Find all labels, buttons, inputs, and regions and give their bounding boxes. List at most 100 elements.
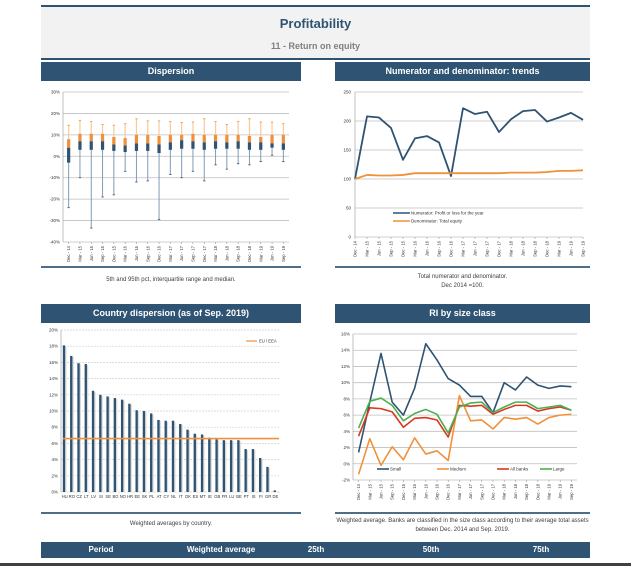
table-header: Period Weighted average 25th 50th 75th — [41, 542, 590, 558]
x-tick-label: Sep - 18 — [524, 483, 529, 500]
bar-shadow — [122, 400, 125, 492]
box-lower — [168, 142, 172, 150]
country-caption: Weighted averages by country. — [129, 521, 213, 527]
box-upper — [180, 134, 184, 141]
bar-shadow — [231, 441, 234, 492]
x-tick-label: IS — [252, 494, 256, 499]
bar-shadow — [144, 412, 147, 492]
bar-shadow — [194, 434, 198, 492]
size-panel: RI by size class -2% 0% 2% 4% 6% 8% 10% 12% 14% 1… — [335, 304, 590, 534]
x-tick-label: Dec - 14 — [356, 483, 361, 499]
x-tick-label: Mar - 16 — [412, 483, 417, 499]
y-tick-label: 0 — [348, 235, 351, 240]
x-tick-label: PT — [244, 494, 250, 499]
bar-shadow — [173, 421, 176, 492]
x-tick-label: CZ — [76, 494, 82, 499]
divider — [335, 512, 590, 514]
x-tick-label: Dec - 17 — [202, 245, 207, 261]
x-tick-label: Mar - 18 — [213, 245, 218, 261]
y-tick-label: -2% — [342, 478, 350, 483]
bar-LV — [91, 390, 95, 492]
x-tick-label: Jun - 16 — [423, 483, 428, 499]
box-lower — [191, 141, 195, 149]
bar-MT — [200, 434, 204, 492]
y-tick-label: 8% — [343, 396, 350, 401]
box-upper — [157, 135, 161, 145]
legend-label: Numerator: Profit or loss for the year — [411, 211, 484, 216]
box-upper — [100, 133, 105, 142]
box-upper — [236, 134, 240, 142]
x-tick-label: MT — [200, 494, 206, 499]
box-upper — [281, 134, 285, 144]
bar-shadow — [267, 467, 270, 492]
y-tick-label: 14% — [341, 348, 350, 353]
x-tick-label: Sep - 16 — [145, 245, 150, 262]
bar-shadow — [100, 395, 103, 492]
bar-NO — [120, 399, 124, 492]
box-upper — [247, 135, 252, 143]
x-tick-label: Jun - 17 — [473, 240, 478, 256]
box-upper — [67, 139, 71, 148]
bar-shadow — [253, 450, 256, 492]
dispersion-chart: 30% 20% 10% 0% -10% -20% -30% -40% Dec - 14 Mar -… — [49, 90, 289, 262]
x-tick-label: DE — [272, 494, 278, 499]
bar-shadow — [209, 438, 212, 492]
y-tick-label: 150 — [343, 148, 351, 153]
x-tick-label: Mar - 16 — [413, 240, 418, 256]
x-tick-label: Sep - 18 — [236, 245, 241, 262]
dispersion-panel: Dispersion 30% 20% 10% 0% -10% -20% -30% -40% De… — [41, 62, 301, 292]
x-tick-label: Mar - 15 — [365, 240, 370, 256]
x-tick-label: Dec - 18 — [535, 483, 540, 499]
x-tick-label: Dec - 14 — [353, 240, 358, 256]
x-tick-label: Dec - 15 — [401, 240, 406, 256]
box-lower — [270, 143, 274, 148]
box-upper — [123, 138, 127, 146]
box-lower — [146, 143, 150, 151]
page-subtitle: 11 - Return on equity — [270, 41, 360, 51]
bar-EE — [135, 410, 138, 492]
x-tick-label: Mar - 15 — [367, 483, 372, 499]
y-tick-label: -20% — [49, 197, 60, 202]
x-tick-label: FR — [222, 494, 228, 499]
y-tick-label: 6% — [51, 441, 58, 446]
size-chart: -2% 0% 2% 4% 6% 8% 10% 12% 14% 16% Small Medium All … — [341, 332, 577, 500]
box-lower — [89, 141, 93, 150]
box-upper — [134, 134, 139, 144]
x-tick-label: BG — [112, 494, 118, 499]
bar-shadow — [223, 441, 227, 492]
x-tick-label: GB — [214, 494, 220, 499]
bar-BG — [113, 398, 117, 492]
size-caption-2: between Dec. 2014 and Sep. 2019. — [415, 527, 510, 533]
x-tick-label: SE — [105, 494, 111, 499]
bar-shadow — [107, 397, 111, 492]
box-lower — [134, 143, 139, 151]
bar-FR — [222, 440, 226, 492]
box-lower — [100, 141, 105, 150]
box-lower — [236, 141, 240, 149]
page-title: Profitability — [279, 16, 352, 31]
box-lower — [78, 141, 82, 150]
x-tick-label: Dec - 16 — [446, 483, 451, 499]
x-tick-label: LU — [229, 494, 234, 499]
bar-LU — [229, 440, 233, 492]
bar-shadow — [64, 346, 67, 492]
x-tick-label: Jun - 16 — [134, 245, 139, 261]
x-tick-label: Dec - 18 — [545, 240, 550, 256]
x-tick-label: CY — [163, 494, 169, 499]
x-tick-label: Jun - 19 — [270, 245, 275, 261]
bar-BE — [237, 440, 240, 492]
country-chart: 0% 2% 4% 6% 8% 10% 12% 14% 16% 18% 20% HU RO CZ LT LV SI… — [49, 328, 279, 499]
y-tick-label: 4% — [51, 457, 58, 462]
box-lower — [123, 145, 127, 152]
box-upper — [270, 134, 274, 144]
legend-label: Denominator: Total equity — [411, 219, 463, 224]
bar-shadow — [78, 364, 81, 492]
bar-SK — [142, 411, 146, 492]
y-tick-label: 20% — [51, 111, 60, 116]
trends-title: Numerator and denominator: trends — [335, 62, 590, 81]
divider — [41, 512, 301, 514]
bar-shadow — [180, 424, 183, 492]
x-tick-label: Sep - 15 — [100, 245, 105, 262]
bar-shadow — [202, 435, 205, 492]
bar-CY — [164, 420, 167, 492]
